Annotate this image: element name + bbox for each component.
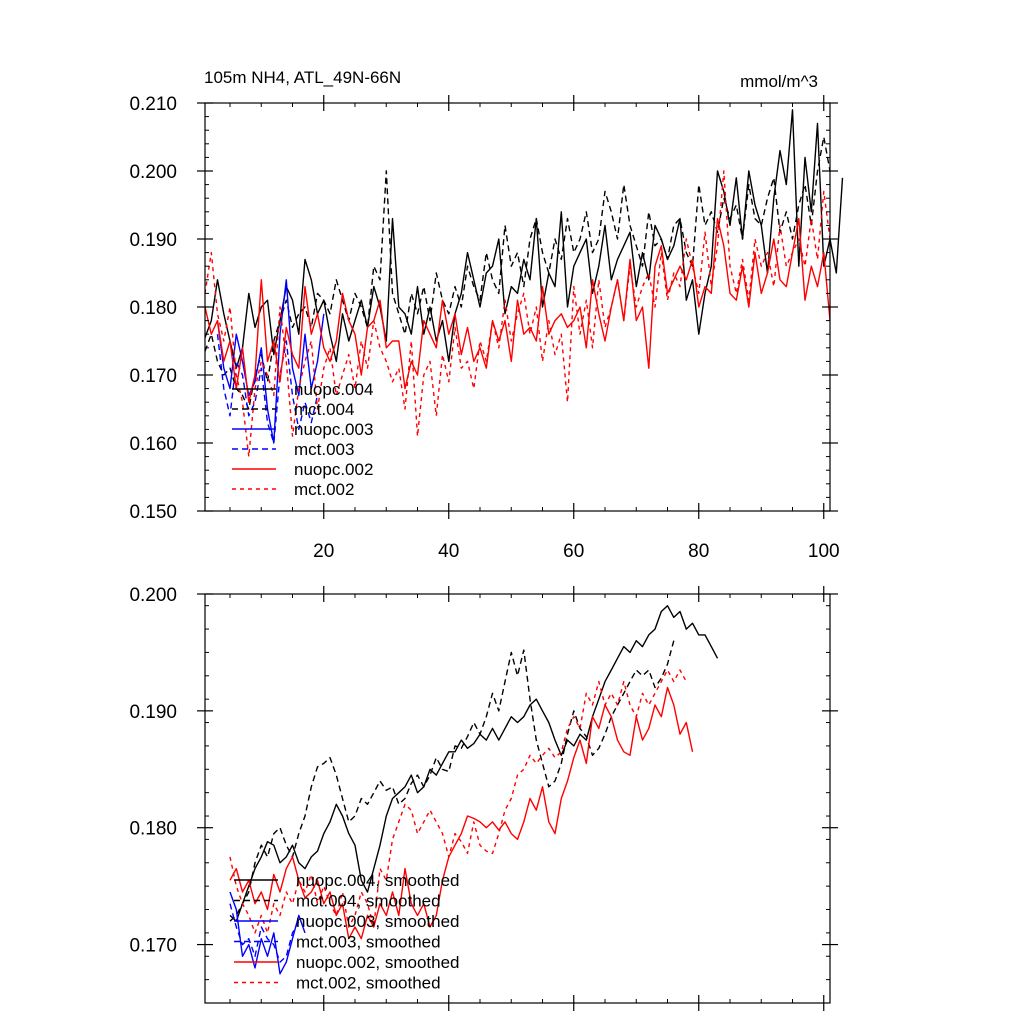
y-tick-label: 0.190 (129, 230, 177, 251)
legend-label: nuopc.003, smoothed (296, 912, 460, 931)
bottom-series-group (229, 605, 719, 975)
plot-frame (204, 593, 831, 1004)
legend-label: nuopc.004 (294, 380, 373, 399)
x-tick-label: 100 (808, 541, 840, 562)
top-panel: 105m NH4, ATL_49N-66N mmol/m^3 0.150 0.16… (129, 68, 844, 562)
legend-label: mct.002 (294, 480, 354, 499)
x-tick-label: 60 (563, 541, 584, 562)
legend-label: nuopc.003 (294, 420, 373, 439)
x-tick-label: 20 (313, 541, 334, 562)
series-line-mct-003-smoothed (229, 903, 300, 963)
series-line-nuopc-002 (204, 217, 831, 403)
top-series-group (204, 109, 844, 458)
top-legend: nuopc.004mct.004nuopc.003mct.003nuopc.00… (232, 380, 373, 499)
legend-label: mct.003, smoothed (296, 933, 441, 952)
y-tick-label: 0.190 (129, 702, 177, 723)
y-tick-label: 0.170 (129, 936, 177, 957)
legend-label: mct.003 (294, 440, 354, 459)
bottom-panel: 0.170 0.180 0.190 0.200 nuopc.004, smoothed… (129, 585, 838, 1011)
legend-label: mct.004, smoothed (296, 892, 441, 911)
legend-label: nuopc.002, smoothed (296, 953, 460, 972)
series-line-nuopc-002-smoothed (229, 686, 694, 940)
y-tick-label: 0.150 (129, 502, 177, 523)
series-line-mct-004-smoothed (229, 640, 675, 922)
y-tick-label: 0.160 (129, 434, 177, 455)
y-tick-label: 0.210 (129, 94, 177, 115)
y-tick-label: 0.170 (129, 366, 177, 387)
legend-label: mct.002, smoothed (296, 974, 441, 993)
top-axes: 0.150 0.160 0.170 0.180 0.190 0.200 0.210 20 40 6… (129, 94, 839, 562)
series-line-mct-002 (204, 170, 831, 458)
bottom-axes: 0.170 0.180 0.190 0.200 (129, 585, 838, 1011)
series-line-nuopc-003-smoothed (229, 891, 306, 975)
y-tick-label: 0.180 (129, 298, 177, 319)
x-tick-label: 40 (438, 541, 459, 562)
legend-label: nuopc.004, smoothed (296, 871, 460, 890)
series-line-nuopc-004-smoothed (229, 605, 719, 922)
legend-label: nuopc.002 (294, 460, 373, 479)
series-line-mct-003 (216, 334, 319, 444)
y-tick-label: 0.200 (129, 162, 177, 183)
x-tick-label: 80 (688, 541, 709, 562)
legend-label: mct.004 (294, 400, 354, 419)
units-label: mmol/m^3 (740, 72, 818, 91)
y-tick-label: 0.200 (129, 585, 177, 606)
series-line-nuopc-004 (204, 109, 844, 369)
series-line-nuopc-003 (216, 279, 325, 444)
chart-title: 105m NH4, ATL_49N-66N (204, 68, 401, 87)
y-tick-label: 0.180 (129, 819, 177, 840)
